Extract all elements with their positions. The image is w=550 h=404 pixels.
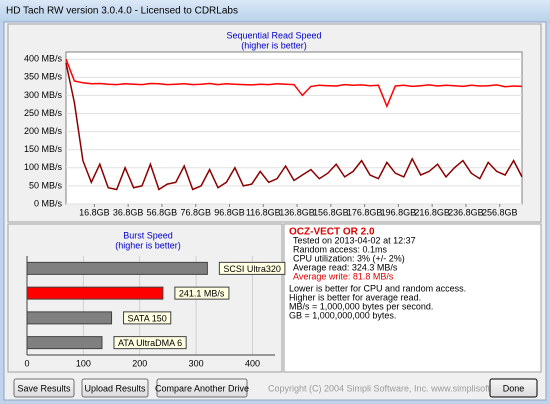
bar-label-box <box>123 311 172 325</box>
bar <box>26 286 164 300</box>
x-tick-label: 400 <box>245 358 260 368</box>
drive-name: OCZ-VECT OR 2.0 <box>289 227 375 238</box>
bar <box>26 311 113 325</box>
series-line <box>65 62 523 191</box>
bar-label-box <box>113 336 187 350</box>
title-bar <box>0 0 550 22</box>
y-tick-label: 300 MB/s <box>24 90 63 100</box>
info-detail: Tested on 2013-04-02 at 12:37 <box>293 235 416 245</box>
y-tick-label: 100 MB/s <box>24 162 63 172</box>
x-tick-label: 256.8GB <box>482 207 518 217</box>
x-tick-label: 300 <box>189 358 204 368</box>
x-tick-label: 156.8GB <box>313 207 349 217</box>
info-panel <box>283 223 542 373</box>
y-tick-label: 150 MB/s <box>24 144 63 154</box>
bar-label-box <box>174 286 230 300</box>
info-detail: Average read: 324.3 MB/s <box>293 262 398 272</box>
x-tick-label: 56.8GB <box>147 207 178 217</box>
info-note: Lower is better for CPU and random acces… <box>289 283 466 293</box>
bar-label: 241.1 MB/s <box>179 289 225 299</box>
x-tick-label: 76.8GB <box>180 207 211 217</box>
info-detail: CPU utilization: 3% (+/- 2%) <box>293 253 405 263</box>
series-line <box>65 58 523 109</box>
button-label[interactable]: Compare Another Drive <box>155 383 249 393</box>
y-tick-label: 0 MB/s <box>34 198 63 208</box>
chart-title: Burst Speed <box>123 230 173 240</box>
button-label[interactable]: Save Results <box>17 383 71 393</box>
bar <box>26 261 208 275</box>
button[interactable] <box>156 378 248 398</box>
x-tick-label: 96.8GB <box>214 207 245 217</box>
info-note: MB/s = 1,000,000 bytes per second. <box>289 301 433 311</box>
info-note: GB = 1,000,000,000 bytes. <box>289 310 396 320</box>
x-tick-label: 236.8GB <box>448 207 484 217</box>
x-tick-label: 36.8GB <box>113 207 144 217</box>
button-label[interactable]: Done <box>503 383 525 393</box>
y-tick-label: 250 MB/s <box>24 108 63 118</box>
bar-label: ATA UltraDMA 6 <box>118 338 182 348</box>
info-detail: Random access: 0.1ms <box>293 244 388 254</box>
button-label[interactable]: Upload Results <box>84 383 146 393</box>
y-tick-label: 400 MB/s <box>24 54 63 64</box>
x-tick-label: 0 <box>24 358 29 368</box>
chart-subtitle: (higher is better) <box>115 240 181 250</box>
button[interactable] <box>13 378 75 398</box>
bar <box>26 336 103 350</box>
copyright: Copyright (C) 2004 Simpli Software, Inc.… <box>268 383 529 393</box>
x-tick-label: 16.8GB <box>79 207 110 217</box>
bar-label: SATA 150 <box>128 313 167 323</box>
button[interactable] <box>81 378 149 398</box>
x-tick-label: 176.8GB <box>347 207 383 217</box>
y-tick-label: 50 MB/s <box>29 180 63 190</box>
x-tick-label: 196.8GB <box>381 207 417 217</box>
y-tick-label: 200 MB/s <box>24 126 63 136</box>
chart-title: Sequential Read Speed <box>226 30 321 40</box>
x-tick-label: 136.8GB <box>279 207 315 217</box>
bar-label: SCSI Ultra320 <box>223 264 281 274</box>
x-tick-label: 116.8GB <box>246 207 281 217</box>
button[interactable] <box>489 378 538 398</box>
x-tick-label: 200 <box>132 358 147 368</box>
x-tick-label: 216.8GB <box>414 207 450 217</box>
bar-label-box <box>218 261 286 275</box>
chart-subtitle: (higher is better) <box>241 40 307 50</box>
info-note: Higher is better for average read. <box>289 292 421 302</box>
info-detail: Average write: 81.8 MB/s <box>293 271 394 281</box>
window-title: HD Tach RW version 3.0.4.0 - Licensed to… <box>6 6 238 17</box>
x-tick-label: 100 <box>76 358 91 368</box>
y-tick-label: 350 MB/s <box>24 72 63 82</box>
